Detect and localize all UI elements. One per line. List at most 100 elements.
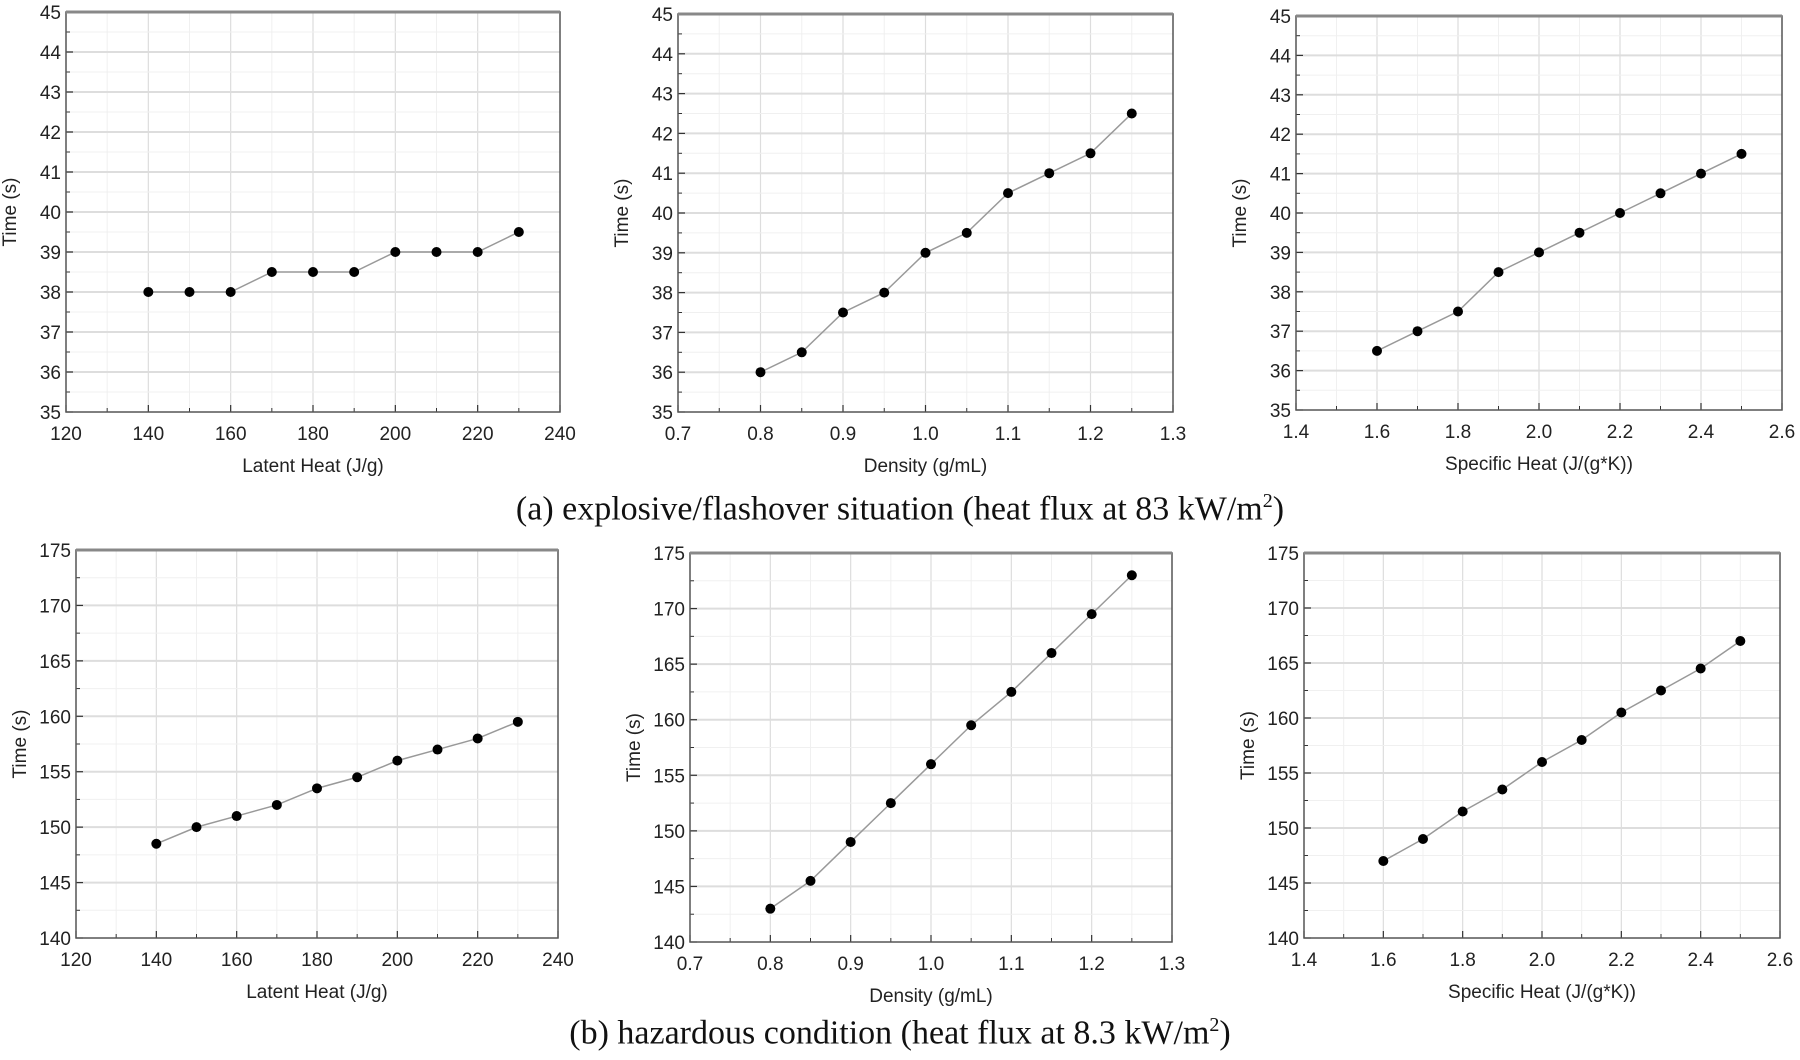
data-point	[512, 716, 523, 727]
chart-1: 120 140 160 180 200 220 240 35 36 37 38 39 40 41 42 43 4…	[0, 3, 576, 477]
x-axis-label: Specific Heat (J/(g*K))	[1448, 982, 1636, 1003]
y-tick-label: 40	[652, 204, 673, 225]
x-axis-label: Latent Heat (J/g)	[242, 456, 384, 477]
data-point	[184, 287, 195, 297]
data-point	[472, 247, 483, 257]
y-tick-label: 39	[652, 244, 673, 265]
y-tick-label: 45	[40, 3, 61, 24]
x-tick-label: 2.2	[1607, 422, 1633, 443]
y-tick-label: 42	[40, 123, 61, 144]
x-tick-label: 1.1	[995, 424, 1021, 445]
data-point	[1372, 345, 1382, 356]
y-tick-label: 155	[653, 766, 685, 787]
y-tick-label: 41	[652, 164, 673, 185]
y-axis-label: Time (s)	[624, 713, 645, 782]
caption-a-text: (a) explosive/flashover situation (heat …	[515, 490, 1263, 528]
caption-b-text: (b) hazardous condition (heat flux at 8.…	[569, 1014, 1210, 1052]
data-point	[266, 267, 277, 277]
y-tick-label: 140	[653, 933, 685, 954]
x-tick-label: 1.0	[912, 424, 938, 445]
data-point	[1497, 784, 1508, 795]
x-tick-label: 2.0	[1529, 950, 1555, 971]
y-tick-label: 39	[40, 243, 61, 264]
chart-5: 0.7 0.8 0.9 1.0 1.1 1.2 1.3 140 145 150 155 160 165 1…	[624, 544, 1185, 1007]
y-axis-label: Time (s)	[0, 178, 21, 247]
data-point	[191, 822, 202, 833]
y-tick-label: 145	[39, 874, 71, 895]
x-axis-label: Density (g/mL)	[864, 456, 988, 477]
x-tick-label: 180	[297, 424, 329, 445]
x-tick-label: 240	[542, 950, 574, 971]
data-point	[225, 287, 236, 297]
x-tick-label: 220	[462, 424, 494, 445]
y-tick-label: 175	[1267, 544, 1299, 565]
y-axis-label: Time (s)	[1230, 179, 1251, 248]
data-point	[1003, 188, 1013, 199]
x-tick-label: 2.2	[1608, 950, 1634, 971]
y-tick-label: 170	[653, 600, 685, 621]
x-tick-label: 200	[381, 950, 413, 971]
y-tick-label: 40	[40, 203, 61, 224]
x-tick-label: 1.4	[1291, 950, 1318, 971]
y-tick-label: 43	[1270, 86, 1291, 107]
data-point	[755, 367, 766, 378]
y-tick-label: 145	[653, 877, 685, 898]
data-point	[879, 287, 890, 298]
x-tick-label: 1.8	[1445, 422, 1471, 443]
caption-b: (b) hazardous condition (heat flux at 8.…	[0, 1014, 1800, 1052]
data-point	[838, 307, 848, 318]
data-point	[926, 759, 936, 770]
y-tick-label: 44	[1270, 46, 1292, 67]
data-point	[231, 811, 242, 822]
data-point	[961, 227, 972, 238]
x-tick-label: 1.4	[1283, 422, 1310, 443]
data-point	[1453, 306, 1463, 317]
data-point	[431, 247, 442, 257]
y-tick-label: 36	[1270, 362, 1291, 383]
x-tick-label: 2.4	[1687, 950, 1714, 971]
x-axis-label: Density (g/mL)	[869, 986, 993, 1007]
y-tick-label: 45	[1270, 7, 1291, 28]
y-tick-label: 37	[652, 323, 673, 344]
caption-b-sup: 2	[1209, 1014, 1220, 1036]
y-tick-label: 37	[1270, 322, 1291, 343]
data-point	[845, 836, 856, 847]
chart-3: 1.4 1.6 1.8 2.0 2.2 2.4 2.6 35 36 37 38 39 40 41 42 43 4…	[1230, 7, 1795, 475]
y-tick-label: 35	[40, 403, 61, 424]
y-tick-label: 42	[1270, 125, 1291, 146]
data-point	[312, 783, 322, 794]
data-point	[1086, 609, 1097, 620]
data-point	[432, 744, 443, 755]
y-tick-label: 40	[1270, 204, 1291, 225]
y-tick-label: 145	[1267, 874, 1299, 895]
x-tick-label: 1.6	[1364, 422, 1390, 443]
x-tick-label: 1.0	[918, 954, 944, 975]
chart-2: 0.7 0.8 0.9 1.0 1.1 1.2 1.3 35 36 37 38 39 40 41 42 43 4…	[612, 5, 1186, 477]
y-tick-label: 150	[1267, 819, 1299, 840]
data-point	[966, 720, 977, 731]
y-tick-label: 41	[1270, 165, 1291, 186]
data-point	[1655, 188, 1666, 199]
y-tick-label: 38	[652, 284, 673, 305]
data-point	[1537, 757, 1547, 767]
x-axis-label: Latent Heat (J/g)	[246, 982, 388, 1003]
caption-a-sup: 2	[1262, 490, 1273, 512]
y-tick-label: 155	[1267, 764, 1299, 785]
y-tick-label: 175	[653, 544, 685, 565]
data-point	[349, 267, 360, 277]
data-point	[513, 227, 524, 237]
y-tick-label: 155	[39, 763, 71, 784]
x-tick-label: 1.8	[1449, 950, 1475, 971]
series-line	[769, 574, 1133, 910]
y-tick-label: 36	[40, 363, 61, 384]
data-point	[1616, 707, 1627, 718]
y-axis-label: Time (s)	[1238, 711, 1259, 780]
data-point	[796, 347, 807, 358]
x-axis-label: Specific Heat (J/(g*K))	[1445, 454, 1633, 475]
data-point	[1696, 168, 1706, 179]
y-tick-label: 43	[40, 83, 61, 104]
y-tick-label: 38	[1270, 283, 1291, 304]
data-point	[1493, 267, 1504, 278]
chart-4: 120 140 160 180 200 220 2401401451501551601651…	[10, 541, 574, 1003]
y-tick-label: 39	[1270, 243, 1291, 264]
